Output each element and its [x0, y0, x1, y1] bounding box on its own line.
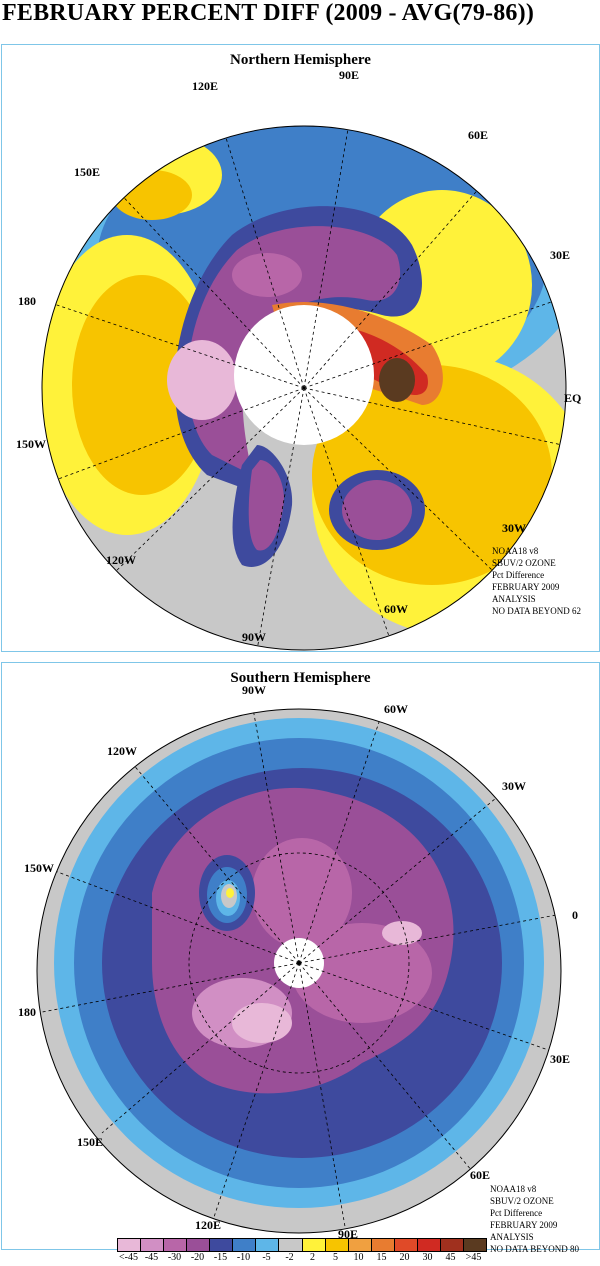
main-title: FEBRUARY PERCENT DIFF (2009 - AVG(79-86)… [2, 0, 535, 26]
legend-label: -15 [213, 1252, 228, 1263]
north-info-line: Pct Difference [492, 570, 545, 580]
north-lon-label: 150W [16, 437, 46, 451]
north-panel-title: Northern Hemisphere [230, 52, 371, 68]
legend-swatch [417, 1239, 441, 1251]
south-info-line: NO DATA BEYOND 80 [490, 1244, 580, 1254]
north-info-line: FEBRUARY 2009 [492, 582, 560, 592]
south-lon-label: 150W [24, 861, 54, 875]
north-lon-label: EQ [564, 391, 581, 405]
legend-swatch [325, 1239, 349, 1251]
north-lon-label: 180 [18, 294, 36, 308]
north-lon-label: 60E [468, 128, 488, 142]
legend-label: -20 [190, 1252, 205, 1263]
south-lon-label: 60W [384, 702, 408, 716]
south-map-panel: Southern Hemisphere [1, 662, 600, 1254]
legend-swatch [187, 1239, 211, 1251]
north-info-line: ANALYSIS [492, 594, 536, 604]
south-info-line: SBUV/2 OZONE [490, 1196, 554, 1206]
north-lon-label: 120W [106, 553, 136, 567]
north-lon-label: 60W [384, 602, 408, 616]
legend-swatch [440, 1239, 464, 1251]
south-lon-label: 90W [242, 683, 266, 697]
legend-swatch [233, 1239, 257, 1251]
south-lon-label: 30W [502, 779, 526, 793]
north-lon-label: 30W [502, 521, 526, 535]
legend-swatch [164, 1239, 188, 1251]
legend-label: 5 [333, 1252, 338, 1263]
south-info-block: NOAA18 v8 SBUV/2 OZONE Pct Difference FE… [490, 1183, 579, 1255]
south-lon-label: 90E [338, 1227, 358, 1241]
south-info-line: ANALYSIS [490, 1232, 534, 1242]
south-lon-label: 60E [470, 1168, 490, 1182]
south-panel-title: Southern Hemisphere [230, 670, 371, 686]
legend-label: -30 [167, 1252, 182, 1263]
north-polar-map: 90E 60E 30E EQ 30W 60W 90W 120W 150W 180… [16, 68, 581, 651]
legend-label: >45 [465, 1252, 482, 1263]
legend-label: -45 [144, 1252, 159, 1263]
legend-label: -10 [236, 1252, 251, 1263]
legend-swatch [302, 1239, 326, 1251]
legend-swatch [256, 1239, 280, 1251]
legend-swatch-bar [117, 1238, 487, 1252]
legend-label: 20 [399, 1252, 410, 1263]
legend-label: 15 [376, 1252, 387, 1263]
south-lon-label: 150E [77, 1135, 103, 1149]
legend-swatch [279, 1239, 303, 1251]
legend-label: 2 [310, 1252, 315, 1263]
legend-label: 30 [422, 1252, 433, 1263]
north-lon-label: 30E [550, 248, 570, 262]
north-lon-label: 150E [74, 165, 100, 179]
north-info-line: SBUV/2 OZONE [492, 558, 556, 568]
north-info-line: NOAA18 v8 [492, 546, 539, 556]
south-lon-label: 180 [18, 1005, 36, 1019]
legend-label: -5 [262, 1252, 271, 1263]
legend-swatch [371, 1239, 395, 1251]
south-info-line: Pct Difference [490, 1208, 543, 1218]
south-lon-label: 0 [572, 908, 578, 922]
south-longitude-labels: 90W 60W 30W 0 30E 60E 90E 120E 150E 180 … [18, 683, 578, 1241]
legend-tick-labels: <-45 -45 -30 -20 -15 -10 -5 -2 2 5 10 15 20 30 45 >45 [117, 1252, 497, 1264]
legend-swatch [348, 1239, 372, 1251]
color-legend: <-45 -45 -30 -20 -15 -10 -5 -2 2 5 10 15 20 30 45 >45 [117, 1238, 497, 1266]
legend-label: 45 [445, 1252, 456, 1263]
north-lon-label: 120E [192, 79, 218, 93]
north-info-line: NO DATA BEYOND 62 [492, 606, 582, 616]
legend-label: 10 [353, 1252, 364, 1263]
south-lon-label: 120W [107, 744, 137, 758]
legend-label: -2 [285, 1252, 294, 1263]
legend-swatch [463, 1239, 486, 1251]
north-lon-label: 90W [242, 630, 266, 644]
legend-swatch [141, 1239, 165, 1251]
south-info-line: NOAA18 v8 [490, 1184, 537, 1194]
south-info-line: FEBRUARY 2009 [490, 1220, 558, 1230]
south-lon-label: 120E [195, 1218, 221, 1232]
north-info-block: NOAA18 v8 SBUV/2 OZONE Pct Difference FE… [492, 545, 581, 617]
legend-swatch [394, 1239, 418, 1251]
north-longitude-labels: 90E 60E 30E EQ 30W 60W 90W 120W 150W 180… [16, 68, 581, 644]
legend-swatch [210, 1239, 234, 1251]
legend-label: <-45 [119, 1252, 138, 1263]
south-polar-map: 90W 60W 30W 0 30E 60E 90E 120E 150E 180 … [18, 683, 578, 1241]
south-lon-label: 30E [550, 1052, 570, 1066]
north-map-panel: Northern Hemisphere [1, 44, 600, 652]
north-lon-label: 90E [339, 68, 359, 82]
legend-swatch [118, 1239, 142, 1251]
